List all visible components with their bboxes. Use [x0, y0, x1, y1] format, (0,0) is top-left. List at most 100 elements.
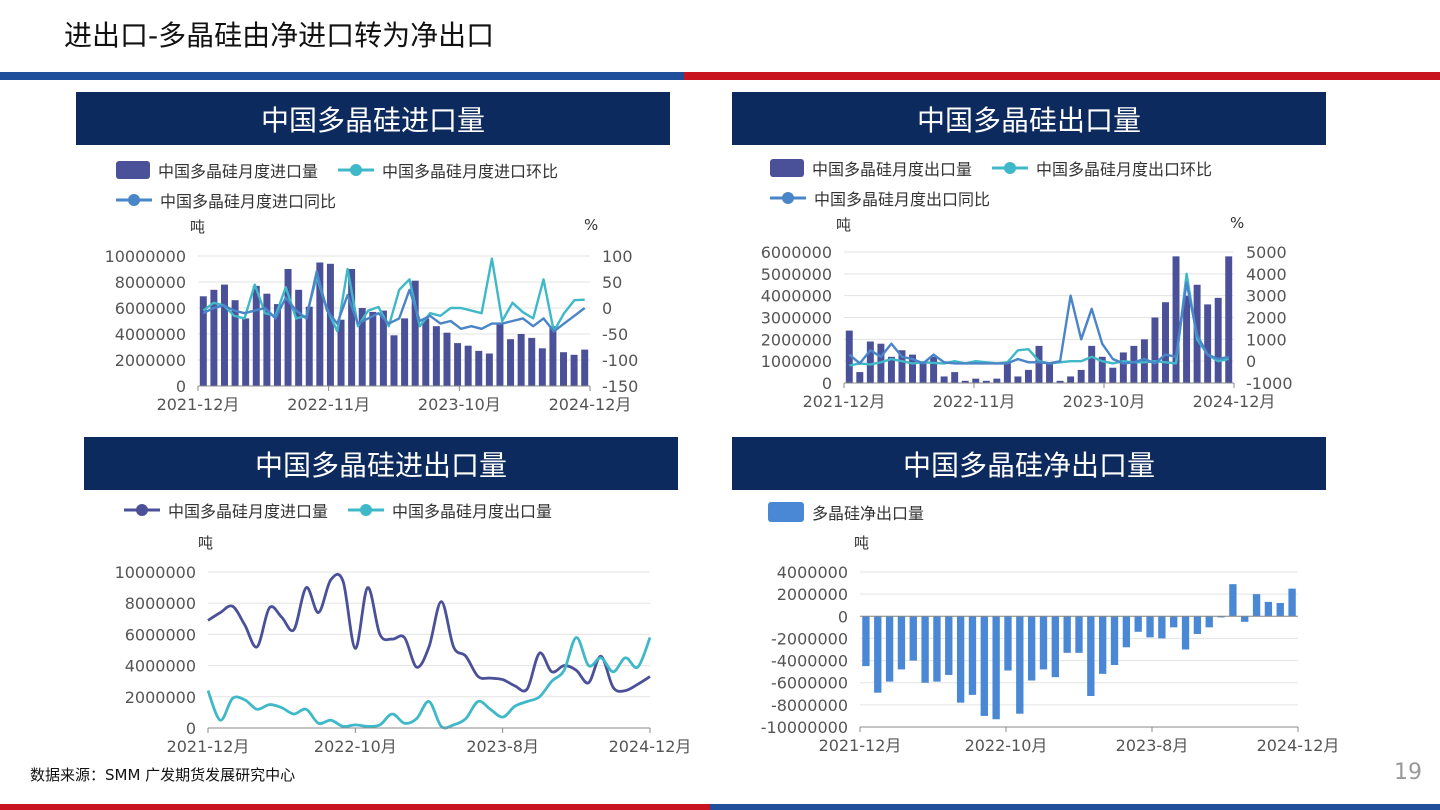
export-chart-bar — [1172, 256, 1180, 383]
export-chart-bar — [856, 372, 864, 383]
trade-chart-x-tick-label: 2022-10月 — [314, 737, 397, 756]
legend-item-import-yoy: 中国多晶硅月度进口同比 — [116, 188, 336, 212]
import-chart-bar — [379, 310, 387, 386]
import-chart-bar — [464, 345, 472, 386]
export-chart-bar — [845, 330, 853, 383]
import-chart-bar — [390, 335, 398, 386]
page-number: 19 — [1394, 760, 1422, 785]
export-chart-bar — [1088, 345, 1096, 383]
net-chart-bar — [874, 616, 882, 693]
net-chart-y-tick-label: -10000000 — [761, 718, 848, 737]
import-chart-bar — [358, 308, 366, 386]
import-chart-bar — [581, 349, 589, 386]
net-chart-bar — [1134, 616, 1142, 632]
slide-title: 进出口-多晶硅由净进口转为净出口 — [64, 19, 495, 52]
net-chart-bar — [1039, 616, 1048, 670]
legend-item-import-mom: 中国多晶硅月度进口环比 — [338, 158, 558, 182]
legend-item-import-volume: 中国多晶硅月度进口量 — [116, 158, 318, 182]
import-chart-x-tick-label: 2024-12月 — [549, 395, 632, 414]
import-chart-bar — [231, 300, 239, 386]
net-chart-bar — [992, 616, 1000, 720]
import-right-unit: % — [584, 216, 599, 234]
import-chart-bar — [252, 285, 260, 386]
bottom-divider-red — [0, 804, 710, 810]
import-chart-y-tick-label-left: 0 — [176, 377, 186, 396]
trade-chart-y-tick-label: 10000000 — [115, 563, 196, 582]
export-chart-x-tick-label: 2023-10月 — [1063, 392, 1146, 411]
import-chart-bar — [337, 319, 345, 386]
net-chart-bar — [1288, 588, 1296, 617]
bottom-divider-blue — [710, 804, 1440, 810]
import-chart-y-tick-label-left: 10000000 — [105, 247, 186, 266]
net-chart-bar — [862, 616, 870, 667]
export-chart-bar — [1151, 317, 1159, 383]
net-chart-bar — [1099, 616, 1107, 674]
top-divider-blue — [0, 72, 684, 80]
net-chart-bar — [1276, 603, 1284, 617]
import-chart-y-tick-label-right: -50 — [602, 325, 628, 344]
net-chart-bar — [1158, 616, 1166, 639]
trade-chart-x-tick-label: 2021-12月 — [167, 737, 250, 756]
trade-chart-y-tick-label: 0 — [186, 719, 196, 738]
import-chart-bar — [443, 332, 451, 386]
net-chart-bar — [1063, 616, 1071, 653]
export-chart-bar — [1077, 369, 1085, 383]
import-chart-y-tick-label-left: 6000000 — [115, 299, 186, 318]
export-chart-bar — [930, 356, 938, 383]
net-chart-bar — [921, 616, 929, 683]
net-chart-bar — [1075, 616, 1083, 653]
import-chart-bar — [305, 306, 313, 386]
export-chart-bar — [940, 376, 948, 383]
net-chart-bar — [1146, 616, 1154, 638]
import-left-unit: 吨 — [190, 218, 206, 236]
export-chart-bar — [993, 378, 1001, 383]
export-chart-bar — [951, 372, 959, 383]
legend-item-trade-export: 中国多晶硅月度出口量 — [348, 498, 552, 522]
export-chart-y-tick-label-right: 0 — [1246, 352, 1256, 371]
import-chart-y-tick-label-right: 100 — [602, 247, 633, 266]
net-chart-bar — [897, 616, 906, 670]
import-chart-bar — [273, 304, 281, 386]
legend-item-net-export: 多晶硅净出口量 — [768, 500, 924, 524]
import-chart-bar — [242, 318, 250, 386]
export-chart-bar — [1014, 376, 1022, 383]
import-chart-bar — [549, 326, 557, 386]
net-chart-bar — [1241, 616, 1249, 622]
import-chart-bar — [411, 280, 419, 386]
net-chart-y-tick-label: -4000000 — [771, 652, 848, 671]
net-chart-bar — [980, 616, 988, 716]
import-chart-bar — [422, 318, 430, 386]
export-chart-bar — [1035, 345, 1043, 383]
export-chart-y-tick-label-right: -1000 — [1246, 374, 1293, 393]
export-chart-bar — [961, 380, 969, 383]
export-chart-y-tick-label-right: 2000 — [1246, 309, 1287, 328]
export-chart-bar — [1098, 356, 1106, 383]
net-chart-y-tick-label: -2000000 — [771, 629, 848, 648]
export-chart-y-tick-label-right: 1000 — [1246, 330, 1287, 349]
import-chart-bar — [316, 262, 324, 386]
net-chart-bar — [1217, 616, 1225, 618]
net-chart-y-tick-label: 0 — [838, 607, 848, 626]
import-chart-y-tick-label-right: -100 — [602, 351, 638, 370]
export-chart-y-tick-label-right: 4000 — [1246, 265, 1287, 284]
net-chart-bar — [1264, 601, 1273, 617]
import-chart-bar — [284, 269, 292, 386]
net-chart-bar — [1027, 616, 1036, 681]
export-chart-bar — [1067, 376, 1075, 383]
import-chart-y-tick-label-left: 4000000 — [115, 325, 186, 344]
trade-chart-y-tick-label: 2000000 — [125, 688, 196, 707]
trade-legend: 中国多晶硅月度进口量 中国多晶硅月度出口量 — [124, 498, 684, 522]
export-chart-bar — [1024, 369, 1032, 383]
export-chart-bar — [982, 380, 990, 383]
export-panel-header: 中国多晶硅出口量 — [732, 92, 1326, 145]
export-chart-bar — [1003, 363, 1011, 383]
net-chart-x-tick-label: 2023-8月 — [1116, 736, 1189, 755]
import-chart-x-tick-label: 2021-12月 — [157, 395, 240, 414]
export-chart-bar — [1183, 295, 1191, 383]
export-chart-bar — [1046, 363, 1054, 383]
import-legend: 中国多晶硅月度进口量 中国多晶硅月度进口环比 中国多晶硅月度进口同比 — [116, 158, 676, 212]
legend-item-trade-import: 中国多晶硅月度进口量 — [124, 498, 328, 522]
net-chart-bar — [956, 616, 965, 703]
net-chart-x-tick-label: 2022-10月 — [965, 736, 1048, 755]
